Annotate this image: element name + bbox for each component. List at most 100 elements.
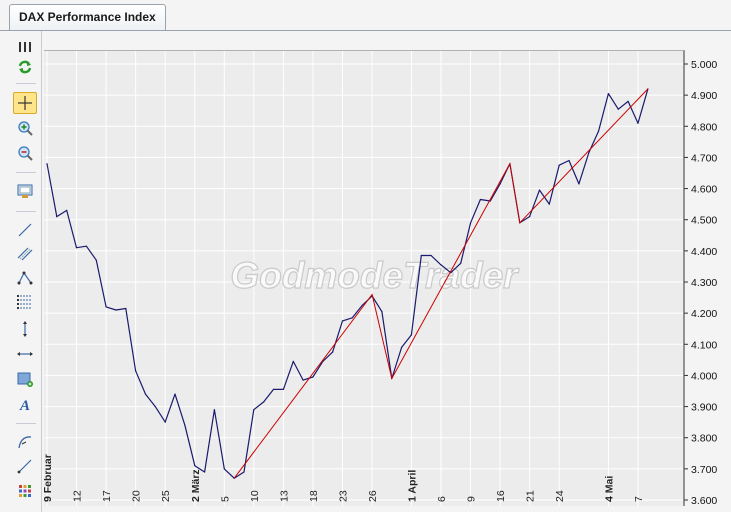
zoom-in-icon[interactable] bbox=[13, 117, 37, 139]
data-point bbox=[272, 388, 275, 390]
data-point bbox=[204, 471, 206, 473]
data-point bbox=[85, 245, 87, 247]
x-tick-label: 10 bbox=[249, 490, 261, 502]
data-point bbox=[361, 304, 363, 306]
vertical-line-icon[interactable] bbox=[13, 318, 37, 340]
x-tick-label: 24 bbox=[554, 490, 566, 502]
refresh-icon[interactable] bbox=[13, 56, 37, 78]
data-point bbox=[588, 152, 590, 154]
trendline-icon[interactable] bbox=[13, 219, 37, 241]
trend-line bbox=[233, 88, 649, 479]
y-tick-label: 3.700 bbox=[691, 464, 717, 476]
x-tick-label: 26 bbox=[367, 490, 379, 502]
data-point bbox=[548, 203, 550, 205]
data-point bbox=[381, 311, 383, 313]
data-point bbox=[302, 379, 304, 381]
y-tick-label: 3.900 bbox=[691, 402, 717, 414]
x-tick-label: 6 bbox=[436, 496, 448, 502]
data-point bbox=[243, 471, 245, 473]
y-tick-label: 4.800 bbox=[691, 121, 717, 133]
data-point bbox=[164, 421, 166, 423]
data-point bbox=[105, 306, 107, 308]
data-point bbox=[440, 264, 442, 266]
crosshair-icon[interactable] bbox=[13, 92, 37, 114]
x-tick-label: 17 bbox=[101, 490, 113, 502]
trend-layer bbox=[233, 88, 649, 479]
x-tick-label: 2 März bbox=[190, 469, 202, 502]
data-point bbox=[351, 317, 353, 319]
x-tick-label: 9 Februar bbox=[44, 454, 54, 502]
data-point bbox=[627, 100, 629, 102]
y-tick-label: 4.000 bbox=[691, 370, 717, 382]
zoom-out-icon[interactable] bbox=[13, 142, 37, 164]
data-point bbox=[410, 334, 412, 336]
horizontal-line-icon[interactable] bbox=[13, 343, 37, 365]
data-point bbox=[95, 259, 97, 261]
x-tick-label: 25 bbox=[160, 490, 172, 502]
data-point bbox=[292, 360, 294, 362]
data-point bbox=[460, 262, 462, 264]
data-point bbox=[332, 351, 334, 353]
y-tick-label: 4.600 bbox=[691, 184, 717, 196]
data-point bbox=[617, 108, 619, 110]
data-point bbox=[401, 346, 403, 348]
price-chart: GodmodeTrader 5.000 4.900 4.800 4.700 4.600 4… bbox=[44, 50, 717, 507]
data-point bbox=[213, 409, 215, 411]
grid bbox=[44, 50, 684, 506]
grid-icon[interactable] bbox=[13, 480, 37, 502]
watermark: GodmodeTrader bbox=[230, 255, 520, 296]
y-tick-label: 4.700 bbox=[691, 152, 717, 164]
y-tick-label: 5.000 bbox=[691, 59, 717, 71]
y-tick-label: 4.200 bbox=[691, 308, 717, 320]
x-tick-label: 20 bbox=[131, 490, 143, 502]
data-point bbox=[174, 393, 176, 395]
data-point bbox=[598, 130, 600, 132]
channel-icon[interactable] bbox=[13, 243, 37, 265]
text-icon[interactable]: A bbox=[13, 393, 37, 415]
ray-icon[interactable] bbox=[13, 455, 37, 477]
x-tick-label: 4 Mai bbox=[603, 476, 615, 502]
data-point bbox=[46, 163, 48, 165]
data-point bbox=[263, 401, 265, 403]
data-point bbox=[194, 465, 196, 467]
y-tick-label: 4.500 bbox=[691, 215, 717, 227]
x-tick-label: 21 bbox=[525, 490, 537, 502]
data-point bbox=[253, 409, 255, 411]
x-tick-label: 16 bbox=[495, 490, 507, 502]
x-tick-label: 7 bbox=[633, 496, 645, 502]
data-point bbox=[312, 376, 314, 378]
data-point bbox=[115, 309, 117, 311]
data-point bbox=[607, 93, 610, 95]
x-tick-label: 13 bbox=[278, 490, 290, 502]
data-point bbox=[499, 183, 501, 185]
data-point bbox=[282, 388, 284, 390]
y-tick-label: 4.400 bbox=[691, 246, 717, 258]
drawing-toolbar: A bbox=[9, 31, 42, 512]
data-point bbox=[420, 254, 422, 257]
svg-text:A: A bbox=[19, 398, 30, 413]
chart-area[interactable]: GodmodeTrader 5.000 4.900 4.800 4.700 4.600 4… bbox=[44, 50, 731, 512]
data-point bbox=[125, 307, 127, 310]
y-tick-label: 4.900 bbox=[691, 90, 717, 102]
x-axis: 9 Februar 12 17 20 25 2 März 5 10 13 18 23 26 1 Apri… bbox=[44, 454, 645, 502]
x-tick-label: 12 bbox=[72, 490, 84, 502]
x-tick-label: 5 bbox=[219, 496, 231, 502]
arc-icon[interactable] bbox=[13, 431, 37, 453]
tab-dax-performance-index[interactable]: DAX Performance Index bbox=[9, 4, 166, 30]
series-layer bbox=[46, 88, 649, 479]
data-point bbox=[144, 393, 147, 395]
data-point bbox=[470, 222, 472, 224]
rectangle-icon[interactable] bbox=[13, 368, 37, 390]
series-line bbox=[46, 88, 649, 479]
data-point bbox=[66, 209, 68, 211]
columns-icon[interactable] bbox=[13, 36, 37, 58]
x-tick-label: 23 bbox=[338, 490, 350, 502]
polyline-icon[interactable] bbox=[13, 267, 37, 289]
data-point bbox=[558, 164, 560, 166]
data-point bbox=[154, 406, 156, 408]
x-tick-label: 9 bbox=[466, 496, 478, 502]
y-tick-label: 3.800 bbox=[691, 433, 717, 445]
data-point bbox=[75, 247, 78, 249]
fibonacci-icon[interactable] bbox=[13, 291, 37, 313]
chart-window-icon[interactable] bbox=[13, 180, 37, 202]
